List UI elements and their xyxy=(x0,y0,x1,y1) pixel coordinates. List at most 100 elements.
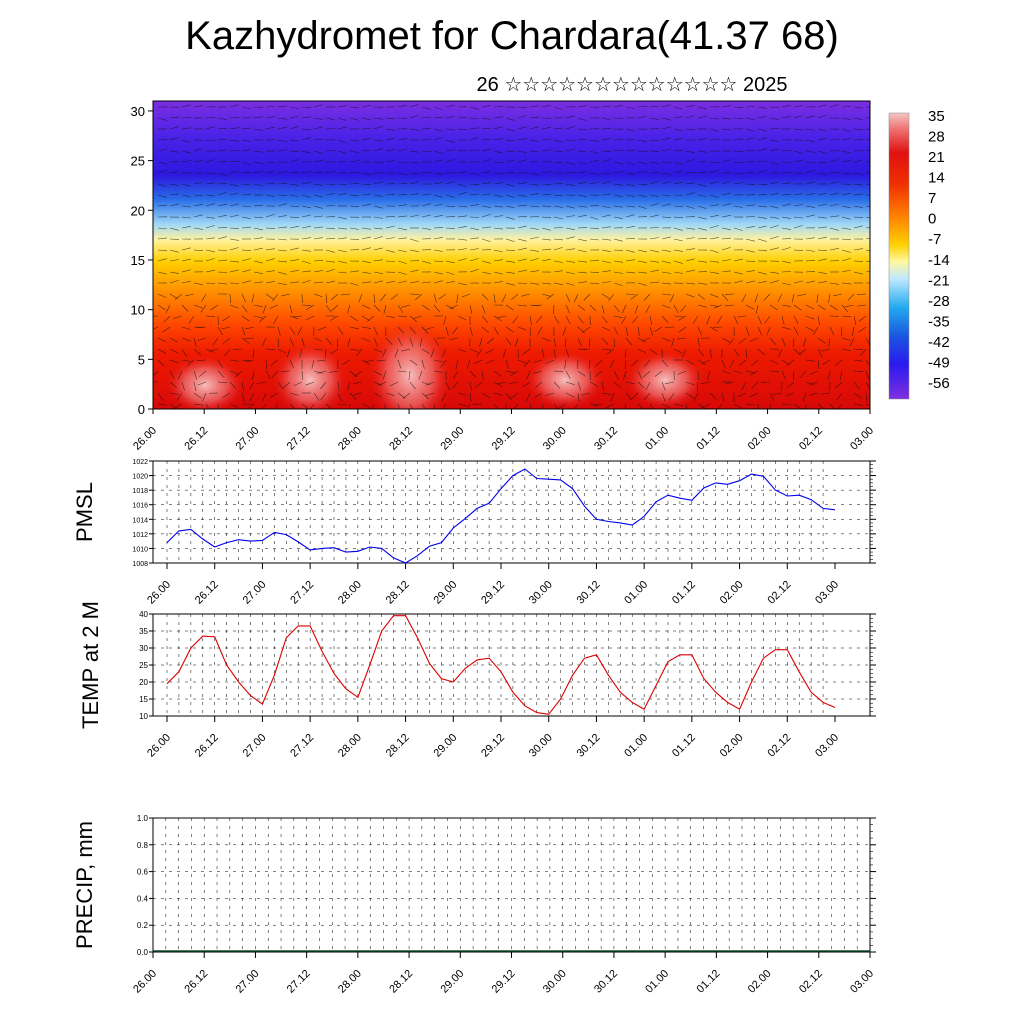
panel3-ytick-label-0: 10 xyxy=(139,712,148,721)
colorbar-label-10: -35 xyxy=(928,313,950,330)
panel3-xtick-label-14: 03.00 xyxy=(813,732,841,760)
panel3-ytick-label-4: 30 xyxy=(139,644,148,653)
colorbar-label-12: -49 xyxy=(928,354,950,371)
panel2-ytick-label-3: 1014 xyxy=(132,517,148,524)
panel2-xtick-label-8: 30.00 xyxy=(527,579,555,607)
panel2-xtick-label-2: 27.00 xyxy=(241,579,269,607)
panel2-ytick-label-1: 1010 xyxy=(132,546,148,553)
panel2-series-line xyxy=(166,468,836,564)
panel4-ytick-label-0: 0.0 xyxy=(137,948,149,957)
panel1-ytick-label-0: 0 xyxy=(138,402,145,417)
page-subtitle: 26 ☆☆☆☆☆☆☆☆☆☆☆☆☆ 2025 xyxy=(476,74,788,96)
panel4-ylabel: PRECIP, mm xyxy=(72,821,97,949)
panel4-xtick-label-0: 26.00 xyxy=(131,968,159,996)
panel3-xtick-label-3: 27.12 xyxy=(288,732,316,760)
panel4-xtick-label-11: 01.12 xyxy=(695,968,723,996)
panel1-xtick-label-5: 28.12 xyxy=(387,425,415,453)
panel4-grid xyxy=(153,818,870,952)
panel3-xtick-label-8: 30.00 xyxy=(527,732,555,760)
panel2-xtick-label-5: 28.12 xyxy=(384,579,412,607)
panel3-frame xyxy=(152,613,871,717)
panel1-ytick-label-3: 15 xyxy=(131,253,145,268)
warm-region-2 xyxy=(368,320,452,409)
panel4-xtick-label-6: 29.00 xyxy=(438,968,466,996)
panel2-xtick-label-3: 27.12 xyxy=(288,579,316,607)
panel3-ytick-label-6: 40 xyxy=(139,610,148,619)
panel1-xtick-label-14: 03.00 xyxy=(848,425,876,453)
panel4-ytick-label-1: 0.2 xyxy=(137,921,149,930)
colorbar-label-13: -56 xyxy=(928,375,950,392)
warm-region-3 xyxy=(525,350,605,409)
panel2-xtick-label-9: 30.12 xyxy=(575,579,603,607)
colorbar-label-11: -42 xyxy=(928,334,950,351)
panel1-xtick-label-0: 26.00 xyxy=(131,425,159,453)
panel3-xtick-label-2: 27.00 xyxy=(241,732,269,760)
panel2-xtick-label-12: 02.00 xyxy=(718,579,746,607)
page-title: Kazhydromet for Chardara(41.37 68) xyxy=(185,14,839,58)
panel2-ytick-label-5: 1018 xyxy=(132,488,148,495)
colorbar-label-6: -7 xyxy=(928,231,941,248)
colorbar-label-4: 7 xyxy=(928,190,936,207)
panel4-xtick-label-1: 26.12 xyxy=(182,968,210,996)
wind-barbs xyxy=(153,104,870,409)
panel1-xtick-label-3: 27.12 xyxy=(285,425,313,453)
panel3-xtick-label-5: 28.12 xyxy=(384,732,412,760)
panel2-ytick-label-7: 1022 xyxy=(132,459,148,466)
panel1-xtick-label-8: 30.00 xyxy=(541,425,569,453)
panel3-ytick-label-1: 15 xyxy=(139,695,148,704)
panel1-ytick-label-4: 20 xyxy=(131,203,145,218)
colorbar-label-8: -21 xyxy=(928,272,950,289)
panel1-ytick-label-1: 5 xyxy=(138,352,145,367)
panel1-xtick-label-10: 01.00 xyxy=(643,425,671,453)
panel4-xtick-label-4: 28.00 xyxy=(336,968,364,996)
panel3-ytick-label-3: 25 xyxy=(139,661,148,670)
panel4-ytick-label-5: 1.0 xyxy=(137,814,149,823)
panel3-xtick-label-12: 02.00 xyxy=(718,732,746,760)
panel1-xtick-label-13: 02.12 xyxy=(797,425,825,453)
panel1-xtick-label-11: 01.12 xyxy=(695,425,723,453)
panel3-xtick-label-9: 30.12 xyxy=(575,732,603,760)
panel1-xtick-label-9: 30.12 xyxy=(592,425,620,453)
panel1-xtick-label-12: 02.00 xyxy=(746,425,774,453)
panel4-ytick-label-3: 0.6 xyxy=(137,868,149,877)
panel2-xtick-label-11: 01.12 xyxy=(670,579,698,607)
warm-region-0 xyxy=(165,355,245,409)
heatmap-background xyxy=(153,101,870,409)
panel3-xtick-label-11: 01.12 xyxy=(670,732,698,760)
panel2-xtick-label-13: 02.12 xyxy=(765,579,793,607)
panel3-xtick-label-13: 02.12 xyxy=(765,732,793,760)
panel3-xtick-label-6: 29.00 xyxy=(431,732,459,760)
panel1-xtick-label-4: 28.00 xyxy=(336,425,364,453)
colorbar-label-2: 21 xyxy=(928,149,945,166)
panel1-xtick-label-6: 29.00 xyxy=(438,425,466,453)
panel4-ytick-label-2: 0.4 xyxy=(137,894,149,903)
panel1-ytick-label-6: 30 xyxy=(131,104,145,119)
panel2-xtick-label-7: 29.12 xyxy=(479,579,507,607)
panel4-xtick-label-9: 30.12 xyxy=(592,968,620,996)
colorbar-label-7: -14 xyxy=(928,252,950,269)
panel2-ytick-label-4: 1016 xyxy=(132,503,148,510)
colorbar-label-5: 0 xyxy=(928,211,936,228)
colorbar-label-9: -28 xyxy=(928,293,950,310)
panel1-ytick-label-2: 10 xyxy=(131,303,145,318)
panel3-ytick-label-2: 20 xyxy=(139,678,148,687)
panel2-ytick-label-6: 1020 xyxy=(132,474,148,481)
panel4-xtick-label-5: 28.12 xyxy=(387,968,415,996)
panel4-xtick-label-3: 27.12 xyxy=(285,968,313,996)
panel2-ytick-label-2: 1012 xyxy=(132,532,148,539)
colorbar-label-3: 14 xyxy=(928,170,945,187)
panel2-xtick-label-1: 26.12 xyxy=(193,579,221,607)
panel3-ylabel: TEMP at 2 M xyxy=(78,601,103,729)
panel2-xtick-label-14: 03.00 xyxy=(813,579,841,607)
panel2-ytick-label-0: 1008 xyxy=(132,561,148,568)
panel1-xtick-label-7: 29.12 xyxy=(490,425,518,453)
panel2-xtick-label-10: 01.00 xyxy=(622,579,650,607)
panel4-ytick-label-4: 0.8 xyxy=(137,841,149,850)
colorbar-label-1: 28 xyxy=(928,129,945,146)
panel3-series-line xyxy=(166,615,836,715)
warm-region-4 xyxy=(625,350,705,409)
panel3-xtick-label-0: 26.00 xyxy=(145,732,173,760)
panel2-ylabel: PMSL xyxy=(72,482,97,542)
panel1-xtick-label-2: 27.00 xyxy=(234,425,262,453)
